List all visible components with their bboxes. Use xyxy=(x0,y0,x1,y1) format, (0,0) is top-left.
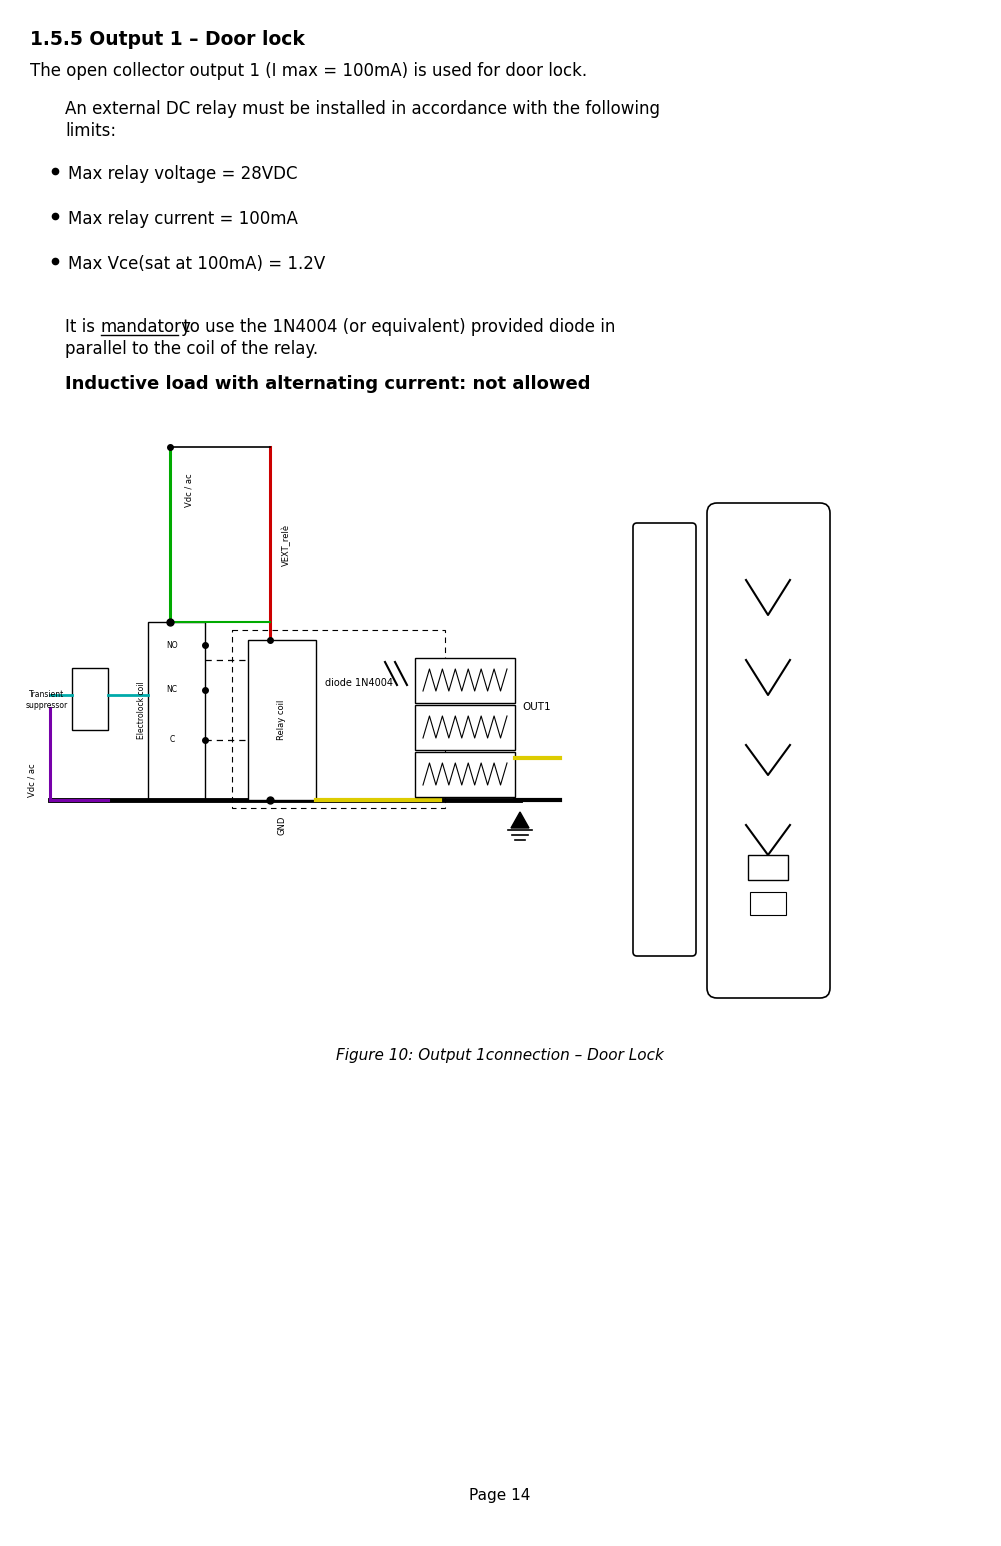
FancyBboxPatch shape xyxy=(707,502,830,999)
Text: limits:: limits: xyxy=(65,122,116,141)
Polygon shape xyxy=(415,659,515,703)
Text: to use the 1N4004 (or equivalent) provided diode in: to use the 1N4004 (or equivalent) provid… xyxy=(178,318,616,335)
Text: mandatory: mandatory xyxy=(101,318,192,335)
Text: VEXT_relè: VEXT_relè xyxy=(282,524,291,566)
Polygon shape xyxy=(415,751,515,798)
Text: Max Vce(sat at 100mA) = 1.2V: Max Vce(sat at 100mA) = 1.2V xyxy=(68,255,325,274)
Text: Relay coil: Relay coil xyxy=(277,700,286,741)
Text: NC: NC xyxy=(166,685,177,694)
Text: Page 14: Page 14 xyxy=(469,1487,531,1503)
Polygon shape xyxy=(248,640,316,799)
Text: It is: It is xyxy=(65,318,100,335)
Text: Max relay voltage = 28VDC: Max relay voltage = 28VDC xyxy=(68,165,297,182)
Polygon shape xyxy=(415,705,515,750)
Text: An external DC relay must be installed in accordance with the following: An external DC relay must be installed i… xyxy=(65,100,660,117)
Text: 1.5.5 Output 1 – Door lock: 1.5.5 Output 1 – Door lock xyxy=(30,29,305,49)
Text: GND: GND xyxy=(277,815,286,835)
Text: parallel to the coil of the relay.: parallel to the coil of the relay. xyxy=(65,340,318,359)
Text: Vdc / ac: Vdc / ac xyxy=(185,473,194,507)
Text: Vdc / ac: Vdc / ac xyxy=(27,764,36,796)
Text: Max relay current = 100mA: Max relay current = 100mA xyxy=(68,210,298,227)
Text: diode 1N4004: diode 1N4004 xyxy=(325,679,393,688)
Polygon shape xyxy=(72,668,108,730)
Text: OUT1: OUT1 xyxy=(522,702,551,713)
FancyBboxPatch shape xyxy=(633,523,696,955)
Polygon shape xyxy=(511,812,529,829)
Text: NO: NO xyxy=(166,640,178,649)
Text: Electrolock coil: Electrolock coil xyxy=(137,682,146,739)
Text: The open collector output 1 (I max = 100mA) is used for door lock.: The open collector output 1 (I max = 100… xyxy=(30,62,588,80)
Text: Transient
suppressor: Transient suppressor xyxy=(26,690,68,711)
Text: C: C xyxy=(169,736,174,745)
Polygon shape xyxy=(148,621,205,799)
Text: Figure 10: Output 1connection – Door Lock: Figure 10: Output 1connection – Door Loc… xyxy=(336,1048,664,1064)
Text: Inductive load with alternating current: not allowed: Inductive load with alternating current:… xyxy=(65,376,591,393)
